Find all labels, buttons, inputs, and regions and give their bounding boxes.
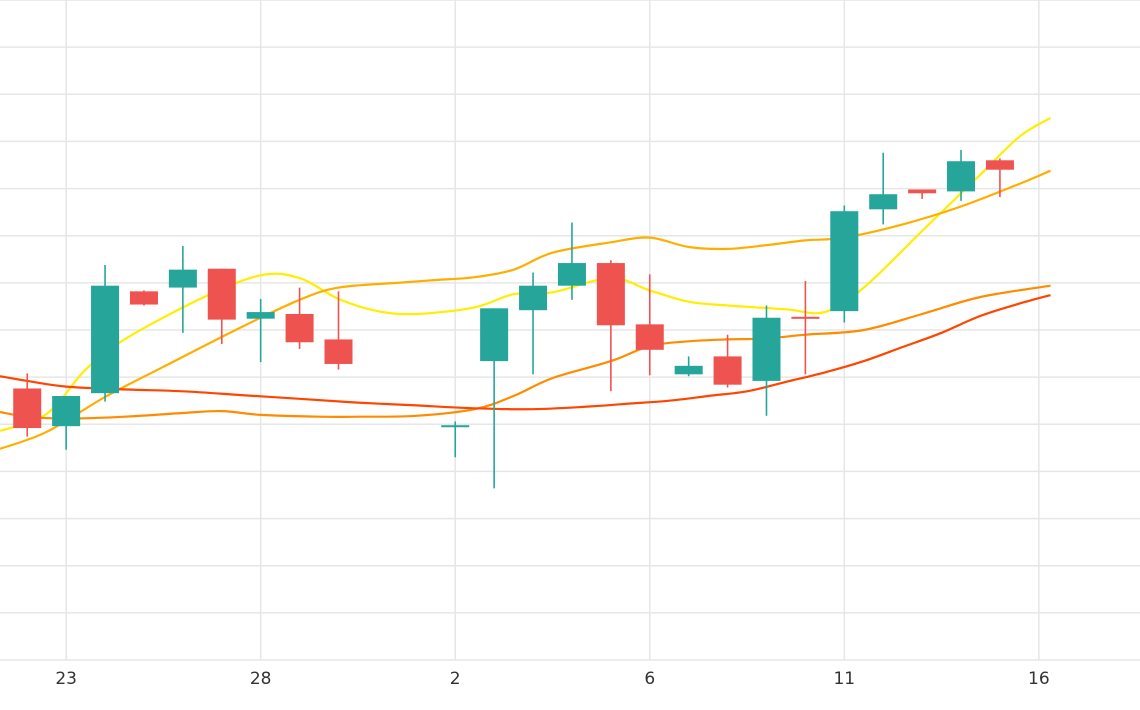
candle-up xyxy=(674,356,703,377)
candle-body xyxy=(557,263,586,286)
candle-body xyxy=(168,269,197,288)
moving-average-line-1 xyxy=(0,116,1052,432)
x-tick-label: 2 xyxy=(450,669,461,689)
candle-down xyxy=(596,260,625,392)
candle-body xyxy=(129,291,158,305)
candle-body xyxy=(830,211,859,312)
candle-down xyxy=(285,287,314,349)
x-tick-label: 6 xyxy=(644,669,655,689)
x-tick-label: 16 xyxy=(1028,669,1050,689)
candle-down xyxy=(13,373,42,437)
candle-down xyxy=(129,290,158,306)
candle-body xyxy=(441,425,470,428)
candle-body xyxy=(596,263,625,326)
candle-body xyxy=(752,317,781,381)
candle-body xyxy=(791,316,820,319)
candle-up xyxy=(830,205,859,323)
candle-down xyxy=(207,268,236,345)
candle-body xyxy=(947,161,976,192)
x-axis: 23 28 2 6 11 16 xyxy=(55,669,1049,689)
candle-down xyxy=(985,158,1014,198)
x-tick-label: 11 xyxy=(833,669,855,689)
candle-body xyxy=(635,324,664,350)
candle-up xyxy=(441,421,470,458)
candle-body xyxy=(480,308,509,362)
candle-body xyxy=(91,285,120,394)
candle-body xyxy=(519,285,548,311)
candle-body xyxy=(207,268,236,320)
candle-up xyxy=(557,222,586,300)
grid-layer xyxy=(0,0,1140,661)
candle-body xyxy=(908,189,937,194)
moving-average-line-3 xyxy=(0,284,1051,420)
candle-body xyxy=(285,313,314,343)
candle-up xyxy=(947,149,976,201)
candle-down xyxy=(908,189,937,199)
candle-body xyxy=(246,312,275,319)
candle-body xyxy=(324,339,353,364)
x-tick-label: 23 xyxy=(55,669,77,689)
candle-down xyxy=(713,334,742,388)
candle-up xyxy=(52,396,81,450)
candle-up xyxy=(246,298,275,363)
candle-body xyxy=(713,356,742,385)
candle-body xyxy=(869,194,898,210)
candle-down xyxy=(791,280,820,375)
candle-up xyxy=(752,305,781,416)
candles-layer xyxy=(13,149,1014,489)
candle-body xyxy=(985,160,1014,170)
candle-body xyxy=(52,396,81,427)
candle-down xyxy=(635,274,664,376)
candle-up xyxy=(519,272,548,375)
candle-down xyxy=(324,291,353,370)
candle-body xyxy=(674,365,703,375)
candle-up xyxy=(168,246,197,333)
candle-body xyxy=(13,388,42,429)
candle-up xyxy=(480,308,509,489)
candle-up xyxy=(91,264,120,402)
x-tick-label: 28 xyxy=(250,669,272,689)
moving-average-line-4 xyxy=(0,294,1051,411)
candle-up xyxy=(869,152,898,225)
